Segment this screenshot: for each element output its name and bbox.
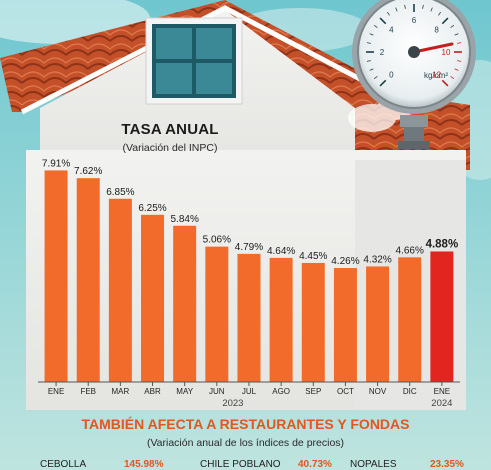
gauge-scale-label: 6 bbox=[412, 16, 417, 25]
gauge-tick bbox=[422, 4, 424, 9]
category-label: SEP bbox=[305, 387, 321, 396]
value-label: 4.45% bbox=[299, 251, 327, 262]
bar bbox=[366, 266, 390, 382]
gauge-tick bbox=[379, 79, 387, 87]
bar bbox=[301, 262, 325, 382]
gauge-tick bbox=[373, 25, 378, 28]
value-label: 5.84% bbox=[170, 214, 198, 225]
category-label: MAY bbox=[176, 387, 193, 396]
bar bbox=[269, 257, 293, 382]
item-label: CEBOLLA bbox=[40, 459, 87, 470]
bar bbox=[237, 253, 261, 382]
gauge-tick bbox=[373, 76, 378, 79]
price-index-row: CEBOLLA 145.98% CHILE POBLANO 40.73% NOP… bbox=[0, 456, 491, 470]
gauge-tick bbox=[366, 42, 371, 44]
category-label: ENE bbox=[434, 387, 450, 396]
year-label-2024: 2024 bbox=[431, 398, 452, 409]
gauge-tick bbox=[369, 33, 374, 36]
x-axis-ticks bbox=[55, 382, 443, 386]
section-title: TAMBIÉN AFECTA A RESTAURANTES Y FONDAS bbox=[81, 416, 410, 432]
category-label: ENE bbox=[48, 387, 64, 396]
value-labels: 7.91% 7.62% 6.85% 6.25% 5.84% 5.06% 4.79% 4.64%… bbox=[42, 158, 458, 267]
gauge-scale-label: 2 bbox=[380, 48, 385, 57]
value-label: 4.88% bbox=[426, 238, 459, 250]
year-label-2023: 2023 bbox=[222, 398, 243, 409]
gauge-scale-label: 4 bbox=[389, 25, 394, 34]
gauge-unit: kg/cm² bbox=[424, 71, 448, 80]
value-label: 4.32% bbox=[363, 254, 391, 265]
bar bbox=[44, 170, 68, 382]
category-label: DIC bbox=[403, 387, 417, 396]
gauge-tick bbox=[395, 7, 398, 12]
chart-subtitle: (Variación del INPC) bbox=[122, 142, 218, 154]
value-label: 7.91% bbox=[42, 158, 70, 169]
bar bbox=[108, 198, 132, 382]
value-label: 4.64% bbox=[267, 246, 295, 257]
value-label: 5.06% bbox=[203, 235, 231, 246]
bar bbox=[173, 225, 197, 382]
gauge-scale-label: 12 bbox=[432, 71, 441, 80]
section-subtitle: (Variación anual de los índices de preci… bbox=[146, 437, 345, 449]
bar bbox=[333, 268, 357, 382]
gauge-tick bbox=[457, 60, 462, 62]
item-label: NOPALES bbox=[350, 459, 397, 470]
gauge-tick bbox=[441, 79, 449, 87]
category-label: OCT bbox=[337, 387, 354, 396]
gauge-tick bbox=[369, 68, 374, 71]
bar bbox=[398, 257, 422, 382]
value-label: 6.25% bbox=[138, 203, 166, 214]
gauge-tick bbox=[387, 11, 390, 16]
gauge-tick bbox=[441, 17, 449, 25]
category-label: JUL bbox=[242, 387, 257, 396]
gauge-tick bbox=[450, 25, 455, 28]
bar bbox=[205, 246, 229, 382]
category-label: JUN bbox=[209, 387, 225, 396]
roof-trim bbox=[20, 5, 402, 115]
gauge-needle bbox=[412, 42, 454, 54]
category-labels: ENE FEB MAR ABR MAY JUN JUL AGO SEP OCT NOV DIC ENE bbox=[48, 387, 450, 396]
category-label: MAR bbox=[111, 387, 129, 396]
category-label: NOV bbox=[369, 387, 387, 396]
category-label: ABR bbox=[144, 387, 161, 396]
gauge-tick bbox=[454, 68, 459, 71]
gauge-tick bbox=[366, 60, 371, 62]
gauge-scale-label: 0 bbox=[389, 71, 394, 80]
item-label: CHILE POBLANO bbox=[200, 459, 281, 470]
chart-title: TASA ANUAL bbox=[121, 121, 219, 138]
gauge-tick bbox=[404, 4, 406, 9]
value-label: 4.66% bbox=[396, 245, 424, 256]
bar bbox=[430, 251, 454, 382]
bar bbox=[76, 178, 100, 382]
item-value: 40.73% bbox=[298, 459, 332, 470]
item-value: 23.35% bbox=[430, 459, 464, 470]
gauge-tick bbox=[438, 11, 441, 16]
gauge-tick bbox=[379, 17, 387, 25]
value-label: 7.62% bbox=[74, 166, 102, 177]
item-value: 145.98% bbox=[124, 459, 164, 470]
gauge-scale-label: 8 bbox=[434, 25, 439, 34]
value-label: 4.79% bbox=[235, 242, 263, 253]
gauge-tick bbox=[454, 33, 459, 36]
value-label: 4.26% bbox=[331, 256, 359, 267]
bar-series bbox=[44, 170, 454, 382]
bar bbox=[141, 214, 165, 382]
gauge-scale-label: 10 bbox=[442, 48, 451, 57]
category-label: FEB bbox=[80, 387, 96, 396]
value-label: 6.85% bbox=[106, 187, 134, 198]
category-label: AGO bbox=[272, 387, 290, 396]
gauge-tick bbox=[457, 42, 462, 44]
attic-window bbox=[145, 17, 243, 105]
gauge-tick bbox=[450, 76, 455, 79]
gauge-tick bbox=[430, 7, 433, 12]
pressure-gauge-icon: 0 2 4 6 8 10 12 kg/cm² bbox=[352, 0, 476, 149]
